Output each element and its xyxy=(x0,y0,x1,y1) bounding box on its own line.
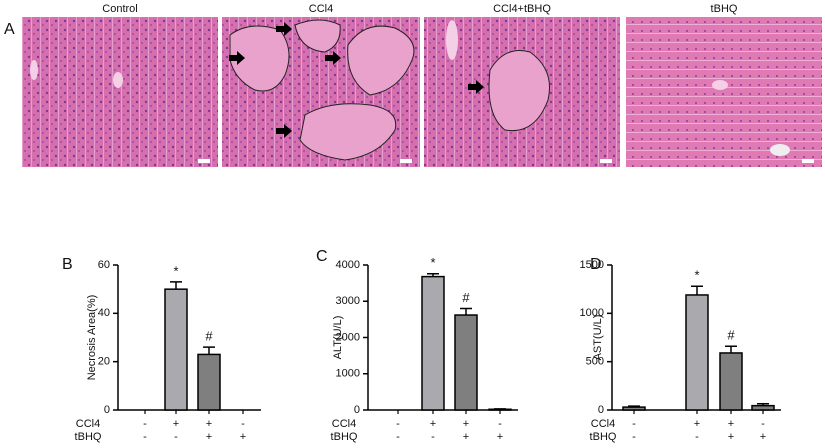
micrograph xyxy=(22,17,218,167)
treatment-sign: + xyxy=(430,418,436,430)
treatment-sign: - xyxy=(396,431,400,443)
bar xyxy=(421,275,445,411)
panel-label: D xyxy=(590,256,602,273)
y-tick-label: 2000 xyxy=(336,331,360,343)
panel-label: A xyxy=(4,21,15,38)
error-bar xyxy=(757,402,769,406)
significance-mark: * xyxy=(173,263,178,278)
arrows xyxy=(229,22,484,138)
micrographs xyxy=(22,17,822,167)
error-bar xyxy=(691,285,703,295)
treatment-sign: - xyxy=(632,431,636,443)
row-label: tBHQ xyxy=(331,431,358,443)
treatment-sign: + xyxy=(173,418,179,430)
row-label: tBHQ xyxy=(75,431,102,443)
y-tick-label: 1000 xyxy=(580,307,604,319)
treatment-sign: - xyxy=(761,418,765,430)
treatment-sign: + xyxy=(206,431,212,443)
row-label: CCl4 xyxy=(332,418,356,430)
significance-mark: * xyxy=(694,268,699,283)
bar xyxy=(197,353,221,411)
y-tick-label: 3000 xyxy=(336,295,360,307)
panel-title: CCl4 xyxy=(309,3,333,15)
error-bar xyxy=(460,307,472,316)
treatment-sign: - xyxy=(431,431,435,443)
micrograph xyxy=(626,17,822,167)
treatment-sign: + xyxy=(240,431,246,443)
bar xyxy=(719,352,743,411)
vessels xyxy=(30,20,790,156)
y-tick-label: 0 xyxy=(354,404,360,416)
treatment-sign: - xyxy=(396,418,400,430)
treatment-sign: + xyxy=(728,431,734,443)
bar xyxy=(685,294,709,411)
panel-title: CCl4+tBHQ xyxy=(493,3,551,15)
y-tick-label: 1500 xyxy=(580,259,604,271)
treatment-sign: - xyxy=(143,431,147,443)
y-axis-label: AST(U/L) xyxy=(592,315,604,361)
treatment-sign: + xyxy=(463,418,469,430)
bar xyxy=(751,404,775,411)
error-bar xyxy=(427,272,439,277)
y-tick-label: 0 xyxy=(104,404,110,416)
row-label: tBHQ xyxy=(590,431,617,443)
bar xyxy=(454,314,478,411)
significance-mark: # xyxy=(205,329,213,344)
treatment-sign: + xyxy=(694,418,700,430)
bar xyxy=(622,406,646,411)
panel-label: B xyxy=(62,256,73,273)
error-bar xyxy=(203,346,215,355)
panel-title: Control xyxy=(102,3,137,15)
treatment-sign: + xyxy=(760,431,766,443)
treatment-sign: - xyxy=(143,418,147,430)
y-tick-label: 0 xyxy=(598,404,604,416)
treatment-sign: - xyxy=(498,418,502,430)
y-axis-label: ALT(U/L) xyxy=(332,316,344,360)
panel-title: tBHQ xyxy=(711,3,738,15)
panel-label: C xyxy=(316,248,328,265)
bar xyxy=(164,288,188,411)
y-tick-label: 20 xyxy=(98,356,110,368)
error-bar xyxy=(725,345,737,353)
treatment-sign: + xyxy=(728,418,734,430)
necrosis-outlines xyxy=(229,19,550,161)
treatment-sign: - xyxy=(174,431,178,443)
treatment-sign: - xyxy=(632,418,636,430)
treatment-sign: + xyxy=(463,431,469,443)
y-tick-label: 500 xyxy=(586,356,604,368)
y-axis-label: Necrosis Area(%) xyxy=(86,295,98,381)
row-label: CCl4 xyxy=(76,418,100,430)
significance-mark: # xyxy=(462,290,470,305)
y-tick-label: 1000 xyxy=(336,368,360,380)
significance-mark: * xyxy=(430,255,435,270)
y-tick-label: 4000 xyxy=(336,259,360,271)
y-tick-label: 40 xyxy=(98,307,110,319)
row-label: CCl4 xyxy=(591,418,615,430)
treatment-sign: - xyxy=(695,431,699,443)
scale-bars xyxy=(198,159,814,163)
error-bar xyxy=(628,405,640,408)
treatment-sign: - xyxy=(241,418,245,430)
treatment-sign: + xyxy=(497,431,503,443)
y-tick-label: 60 xyxy=(98,259,110,271)
error-bar xyxy=(170,281,182,290)
significance-mark: # xyxy=(727,328,735,343)
treatment-sign: + xyxy=(206,418,212,430)
